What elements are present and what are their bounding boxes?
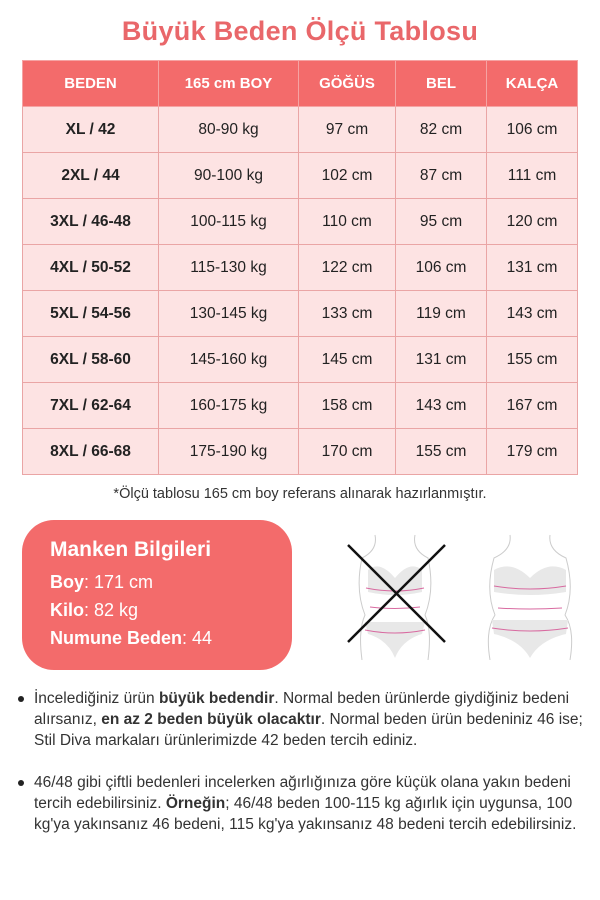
model-size: Numune Beden: 44 [50,624,292,652]
weight-cell: 115-130 kg [158,244,299,291]
size-cell: 7XL / 62-64 [22,382,159,429]
weight-cell: 160-175 kg [158,382,299,429]
size-cell: 8XL / 66-68 [22,428,159,475]
height-value: : 171 cm [84,572,154,592]
hip-cell: 167 cm [486,382,578,429]
table-row: 3XL / 46-48 100-115 kg 110 cm 95 cm 120 cm [22,198,578,245]
hip-cell: 179 cm [486,428,578,475]
size-cell: 4XL / 50-52 [22,244,159,291]
header-bel: BEL [395,60,487,107]
waist-cell: 95 cm [395,198,487,245]
weight-value: : 82 kg [84,600,139,620]
reference-note: *Ölçü tablosu 165 cm boy referans alınar… [113,486,487,502]
size-cell: 5XL / 54-56 [22,290,159,337]
model-info-card: Manken Bilgileri Boy: 171 cm Kilo: 82 kg… [22,520,292,670]
size-cell: XL / 42 [22,106,159,153]
chest-cell: 97 cm [298,106,396,153]
table-row: 8XL / 66-68 175-190 kg 170 cm 155 cm 179 cm [22,428,578,475]
height-label: Boy [50,572,85,592]
weight-cell: 130-145 kg [158,290,299,337]
size-cell: 2XL / 44 [22,152,159,199]
model-info-title: Manken Bilgileri [50,538,212,561]
weight-cell: 175-190 kg [158,428,299,475]
waist-cell: 82 cm [395,106,487,153]
weight-cell: 145-160 kg [158,336,299,383]
hip-cell: 120 cm [486,198,578,245]
waist-cell: 87 cm [395,152,487,199]
table-row: 4XL / 50-52 115-130 kg 122 cm 106 cm 131 cm [22,244,578,291]
table-row: 6XL / 58-60 145-160 kg 145 cm 131 cm 155 cm [22,336,578,383]
waist-cell: 106 cm [395,244,487,291]
chest-cell: 102 cm [298,152,396,199]
bullet-item: İncelediğiniz ürün büyük bedendir. Norma… [14,688,594,751]
model-weight: Kilo: 82 kg [50,596,292,624]
hip-cell: 106 cm [486,106,578,153]
size-cell: 3XL / 46-48 [22,198,159,245]
chest-cell: 170 cm [298,428,396,475]
hip-cell: 155 cm [486,336,578,383]
table-row: XL / 42 80-90 kg 97 cm 82 cm 106 cm [22,106,578,153]
size-value: : 44 [182,628,213,648]
hip-cell: 143 cm [486,290,578,337]
chest-cell: 122 cm [298,244,396,291]
page-title: Büyük Beden Ölçü Tablosu [121,16,479,46]
chest-cell: 133 cm [298,290,396,337]
hip-cell: 131 cm [486,244,578,291]
wrong-body-figure-icon [347,534,446,660]
weight-cell: 90-100 kg [158,152,299,199]
table-row: 5XL / 54-56 130-145 kg 133 cm 119 cm 143 cm [22,290,578,337]
header-gogus: GÖĞÜS [298,60,396,107]
chest-cell: 145 cm [298,336,396,383]
header-boy: 165 cm BOY [158,60,299,107]
size-table: BEDEN 165 cm BOY GÖĞÜS BEL KALÇA XL / 42… [22,60,578,475]
header-beden: BEDEN [22,60,159,107]
table-header-row: BEDEN 165 cm BOY GÖĞÜS BEL KALÇA [22,60,578,107]
table-row: 2XL / 44 90-100 kg 102 cm 87 cm 111 cm [22,152,578,199]
weight-cell: 80-90 kg [158,106,299,153]
waist-cell: 143 cm [395,382,487,429]
header-kalca: KALÇA [486,60,578,107]
hip-cell: 111 cm [486,152,578,199]
bullet-item: 46/48 gibi çiftli bedenleri incelerken a… [14,772,594,835]
chest-cell: 110 cm [298,198,396,245]
weight-label: Kilo [50,600,84,620]
weight-cell: 100-115 kg [158,198,299,245]
chest-cell: 158 cm [298,382,396,429]
waist-cell: 155 cm [395,428,487,475]
model-height: Boy: 171 cm [50,568,292,596]
size-label: Numune Beden [50,628,183,648]
table-row: 7XL / 62-64 160-175 kg 158 cm 143 cm 167 cm [22,382,578,429]
size-cell: 6XL / 58-60 [22,336,159,383]
waist-cell: 119 cm [395,290,487,337]
info-bullets: İncelediğiniz ürün büyük bedendir. Norma… [14,688,594,856]
plus-size-body-figure-icon [487,534,573,660]
waist-cell: 131 cm [395,336,487,383]
